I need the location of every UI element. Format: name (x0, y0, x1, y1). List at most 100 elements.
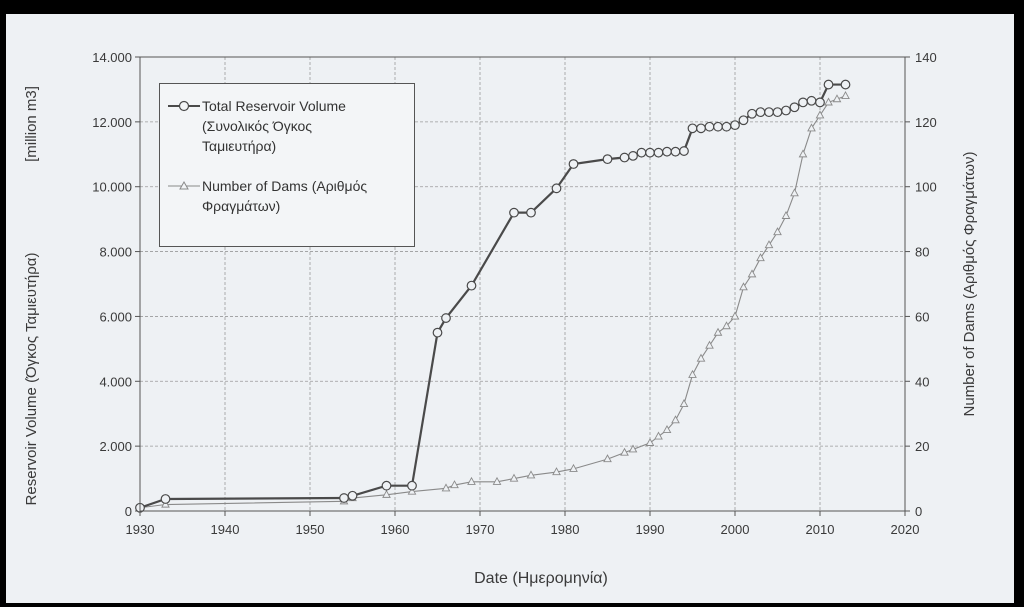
dams-point-marker (382, 489, 391, 498)
volume-point-marker (781, 105, 791, 116)
dams-point-marker (679, 399, 689, 408)
volume-point-marker (696, 123, 706, 134)
y-left-tick-label: 10.000 (92, 180, 132, 195)
series-layer (135, 79, 851, 513)
y-right-tick-label: 140 (915, 50, 937, 65)
y-right-tick-labels: 0 20 40 60 80 100 120 140 (915, 50, 937, 519)
x-tick-label: 1940 (211, 522, 240, 537)
volume-point-marker (636, 147, 647, 158)
volume-point-marker (628, 151, 638, 161)
y-left-tick-label: 4.000 (99, 374, 132, 389)
y-right-axis-label: Number of Dams (Αριθμός Φραγμάτων) (961, 151, 978, 416)
dams-point-marker (688, 369, 697, 378)
volume-point-marker (730, 120, 740, 130)
dams-point-marker (713, 327, 723, 336)
volume-point-marker (687, 123, 698, 134)
y-left-tick-label: 12.000 (92, 115, 132, 130)
x-tick-label: 1980 (551, 522, 580, 537)
dams-point-marker (764, 240, 774, 249)
dams-point-marker (603, 454, 612, 463)
volume-point-marker (347, 490, 358, 501)
plot-area-border (139, 56, 906, 512)
y-right-tick-label: 100 (915, 180, 937, 195)
legend-triangle-marker-icon (168, 180, 200, 190)
volume-point-marker (747, 108, 757, 119)
dams-point-marker (705, 340, 714, 349)
y-left-axis-label: Reservoir Volume (Όγκος Ταμιευτήρα) (23, 253, 40, 506)
volume-point-marker (619, 152, 630, 163)
x-tick-label: 2000 (721, 522, 750, 537)
x-tick-label: 1990 (636, 522, 665, 537)
dams-point-marker (696, 353, 706, 362)
volume-point-marker (713, 121, 723, 132)
dams-point-marker (509, 473, 519, 482)
dams-point-marker (645, 437, 655, 446)
volume-point-marker (772, 107, 783, 118)
dual-axis-line-chart: 1930 1940 1950 1960 1970 1980 1990 2000 2010 2020… (23, 50, 978, 587)
chart-paper: 1930 1940 1950 1960 1970 1980 1990 2000 2010 2020… (6, 14, 1014, 603)
dams-point-marker (798, 149, 808, 158)
x-tick-labels: 1930 1940 1950 1960 1970 1980 1990 2000 2010 2020 (126, 522, 920, 537)
y-left-tick-label: 0 (125, 504, 132, 519)
volume-point-marker (704, 121, 715, 132)
volume-point-marker (755, 107, 766, 118)
volume-point-marker (381, 480, 392, 491)
legend-item-dams: Number of Dams (Αριθμός Φραγμάτων) (166, 176, 367, 216)
volume-point-marker (662, 146, 672, 157)
volume-point-marker (432, 327, 443, 338)
dams-point-marker (781, 210, 791, 219)
legend-circle-marker-icon (168, 100, 200, 112)
volume-point-marker (764, 107, 774, 118)
x-tick-label: 1950 (296, 522, 325, 537)
dams-point-marker (654, 431, 663, 440)
y-left-tick-label: 14.000 (92, 50, 132, 65)
x-tick-label: 2010 (806, 522, 835, 537)
volume-point-marker (653, 147, 664, 158)
dams-point-marker (756, 253, 765, 262)
dams-point-marker (671, 415, 680, 424)
legend-volume-line2: (Συνολικός Όγκος (202, 118, 313, 134)
dams-point-marker (815, 110, 825, 119)
dams-point-marker (722, 321, 731, 330)
x-tick-label: 1970 (466, 522, 495, 537)
dams-point-marker (824, 97, 833, 106)
y-left-tick-labels: 0 2.000 4.000 6.000 8.000 10.000 12.000 14.000 (92, 50, 132, 519)
volume-point-marker (568, 159, 579, 169)
dams-point-marker (467, 476, 476, 485)
volume-point-marker (466, 280, 477, 291)
volume-point-marker (407, 480, 417, 491)
volume-point-marker (551, 183, 562, 194)
volume-point-marker (160, 494, 171, 504)
x-axis-label: Date (Ημερομηνία) (474, 570, 608, 587)
legend-item-volume: Total Reservoir Volume (Συνολικός Όγκος … (166, 96, 346, 156)
x-tick-label: 1960 (381, 522, 410, 537)
y-right-tick-label: 20 (915, 439, 929, 454)
y-left-tick-label: 8.000 (99, 245, 132, 260)
dams-point-marker (807, 123, 816, 132)
dams-point-marker (790, 188, 799, 197)
dams-point-marker (662, 424, 672, 433)
dams-point-marker (730, 311, 740, 320)
volume-point-marker (670, 146, 681, 157)
dams-point-marker (552, 467, 561, 476)
volume-point-marker (441, 313, 451, 323)
y-right-tick-label: 40 (915, 374, 929, 389)
volume-point-marker (815, 97, 825, 108)
legend-volume-line3: Ταμιευτήρα) (202, 138, 277, 154)
legend-dams-line1: Number of Dams (Αριθμός (202, 178, 368, 194)
dams-point-marker (441, 483, 451, 492)
y-right-tick-label: 120 (915, 115, 937, 130)
volume-point-marker (721, 121, 732, 132)
dams-point-marker (841, 90, 850, 99)
dams-point-marker (739, 282, 748, 291)
volume-point-marker (789, 102, 800, 113)
volume-point-marker (798, 97, 808, 108)
y-left-tick-label: 6.000 (99, 309, 132, 324)
legend-volume-line1: Total Reservoir Volume (202, 98, 346, 114)
volume-point-marker (339, 493, 349, 503)
volume-point-marker (526, 207, 536, 218)
volume-point-marker (738, 115, 749, 126)
dams-point-marker (492, 476, 502, 485)
volume-point-marker (602, 154, 613, 165)
dams-point-marker (407, 486, 417, 495)
